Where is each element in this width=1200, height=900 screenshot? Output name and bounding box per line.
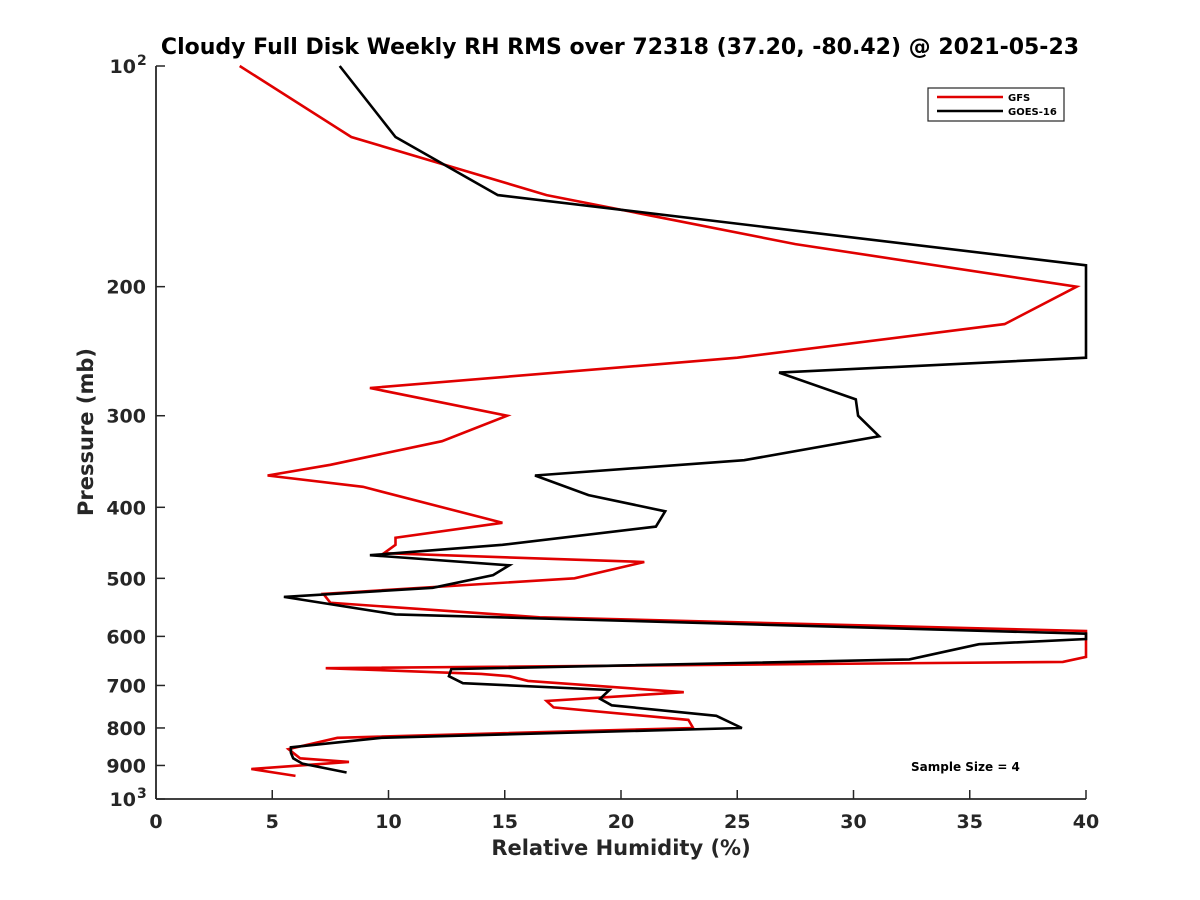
x-tick-label: 10 — [375, 811, 401, 833]
y-tick-label: 600 — [106, 626, 146, 648]
y-tick-label: 300 — [106, 406, 146, 428]
x-ticks: 0 5 10 15 20 25 30 35 40 — [149, 790, 1099, 833]
legend-box — [927, 87, 1065, 122]
legend: GFS GOES-16 — [927, 87, 1065, 122]
x-axis-label: Relative Humidity (%) — [491, 836, 750, 860]
plot-area: 0 5 10 15 20 25 30 35 40 10 220030040050060070080… — [106, 53, 1099, 833]
y-tick-label: 400 — [106, 497, 146, 519]
y-axis-label: Pressure (mb) — [74, 348, 98, 516]
legend-label-gfs: GFS — [1008, 93, 1030, 104]
y-tick-exponent: 2 — [137, 53, 147, 69]
y-tick-label: 10 — [110, 56, 136, 78]
y-tick-label: 500 — [106, 568, 146, 590]
sample-size-annotation: Sample Size = 4 — [911, 760, 1020, 774]
x-tick-label: 30 — [840, 811, 866, 833]
series-line-goes16 — [283, 65, 1088, 774]
y-tick-label: 10 — [110, 789, 136, 811]
series-line-gfs — [239, 64, 1088, 778]
x-tick-label: 15 — [492, 811, 518, 833]
x-tick-label: 0 — [149, 811, 162, 833]
x-tick-label: 5 — [266, 811, 279, 833]
series-lines — [239, 64, 1088, 778]
y-tick-label: 700 — [106, 675, 146, 697]
x-tick-label: 35 — [957, 811, 983, 833]
y-tick-exponent: 3 — [137, 786, 147, 802]
chart-title: Cloudy Full Disk Weekly RH RMS over 7231… — [161, 35, 1079, 60]
y-tick-label: 200 — [106, 277, 146, 299]
legend-label-goes16: GOES-16 — [1008, 107, 1057, 118]
y-tick-label: 900 — [106, 755, 146, 777]
x-tick-label: 40 — [1073, 811, 1099, 833]
y-tick-label: 800 — [106, 718, 146, 740]
x-tick-label: 25 — [724, 811, 750, 833]
x-tick-label: 20 — [608, 811, 634, 833]
